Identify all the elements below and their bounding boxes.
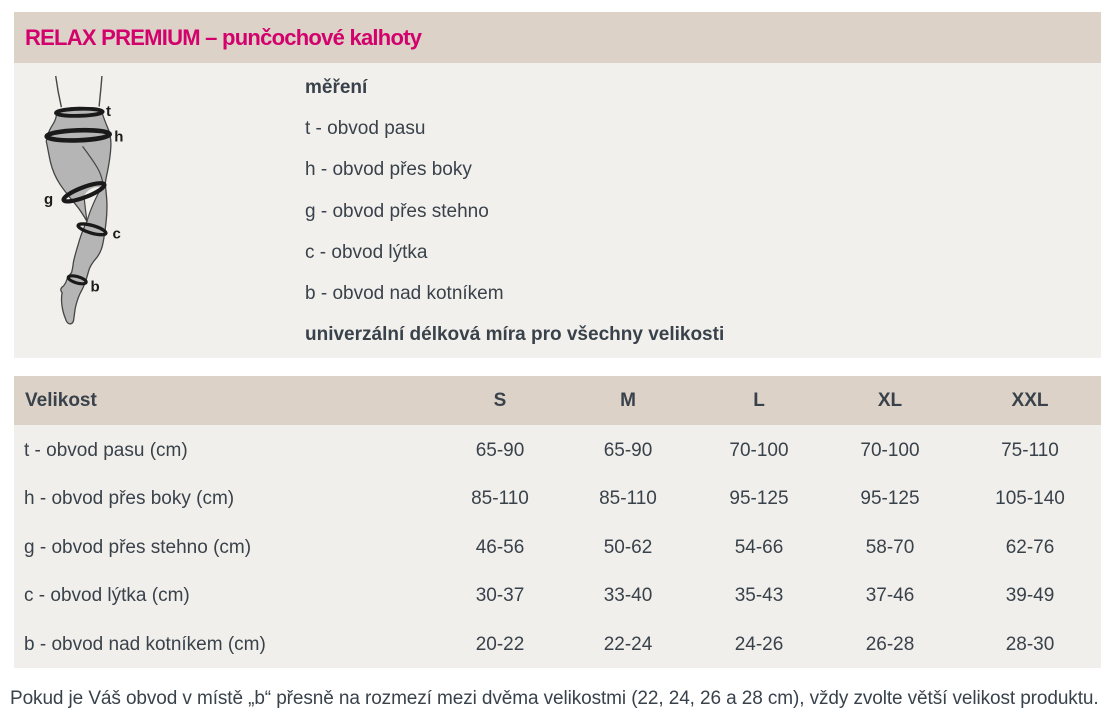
svg-text:b: b [91, 279, 100, 296]
svg-text:g: g [44, 191, 53, 208]
svg-text:h: h [114, 129, 123, 146]
svg-text:t: t [106, 103, 111, 120]
svg-text:c: c [113, 226, 121, 243]
